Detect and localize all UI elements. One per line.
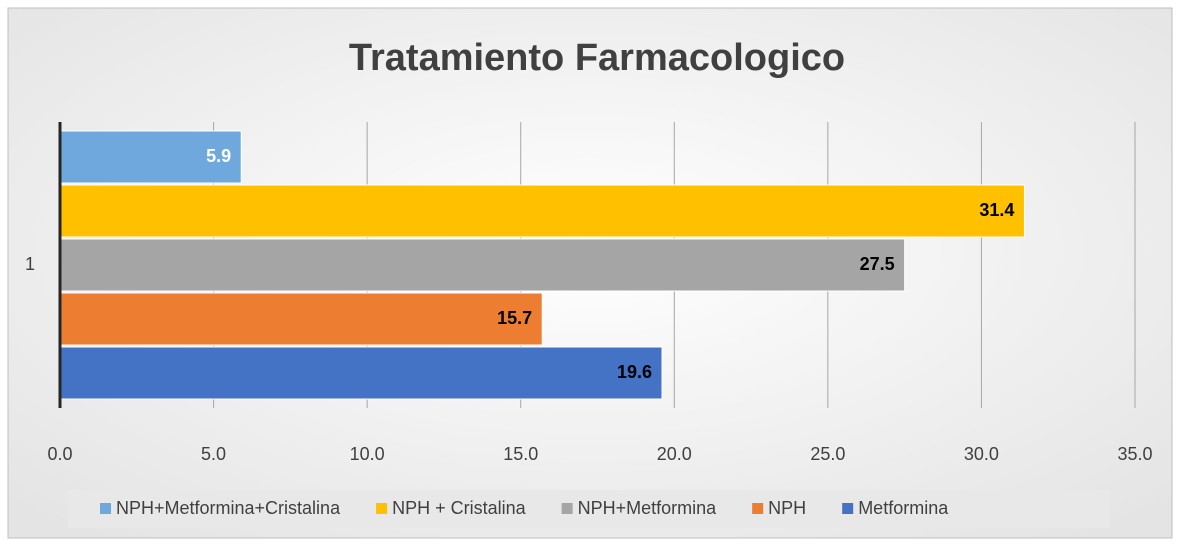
legend-label: Metformina xyxy=(858,498,949,518)
legend-background xyxy=(68,490,1110,528)
bar xyxy=(59,184,1025,238)
chart-title: Tratamiento Farmacologico xyxy=(349,37,845,79)
legend-swatch xyxy=(842,503,854,514)
y-tick-label: 1 xyxy=(25,254,35,274)
data-label: 19.6 xyxy=(617,362,652,382)
x-tick-label: 15.0 xyxy=(503,444,538,464)
legend-label: NPH xyxy=(768,498,806,518)
data-label: 5.9 xyxy=(206,146,231,166)
bar xyxy=(59,346,663,400)
x-tick-label: 20.0 xyxy=(657,444,692,464)
legend-label: NPH+Metformina+Cristalina xyxy=(116,498,341,518)
legend-label: NPH+Metformina xyxy=(578,498,718,518)
x-tick-label: 25.0 xyxy=(810,444,845,464)
x-tick-label: 0.0 xyxy=(47,444,72,464)
data-label: 31.4 xyxy=(979,200,1014,220)
legend-swatch xyxy=(376,503,388,514)
x-tick-label: 35.0 xyxy=(1117,444,1152,464)
x-tick-label: 10.0 xyxy=(350,444,385,464)
legend-swatch xyxy=(100,503,111,514)
bar xyxy=(59,238,906,292)
legend-swatch xyxy=(752,503,764,514)
bar xyxy=(59,292,543,346)
x-tick-label: 30.0 xyxy=(964,444,999,464)
x-tick-label: 5.0 xyxy=(201,444,226,464)
data-label: 27.5 xyxy=(860,254,895,274)
legend-label: NPH + Cristalina xyxy=(392,498,527,518)
legend-swatch xyxy=(561,503,573,514)
data-label: 15.7 xyxy=(497,308,532,328)
